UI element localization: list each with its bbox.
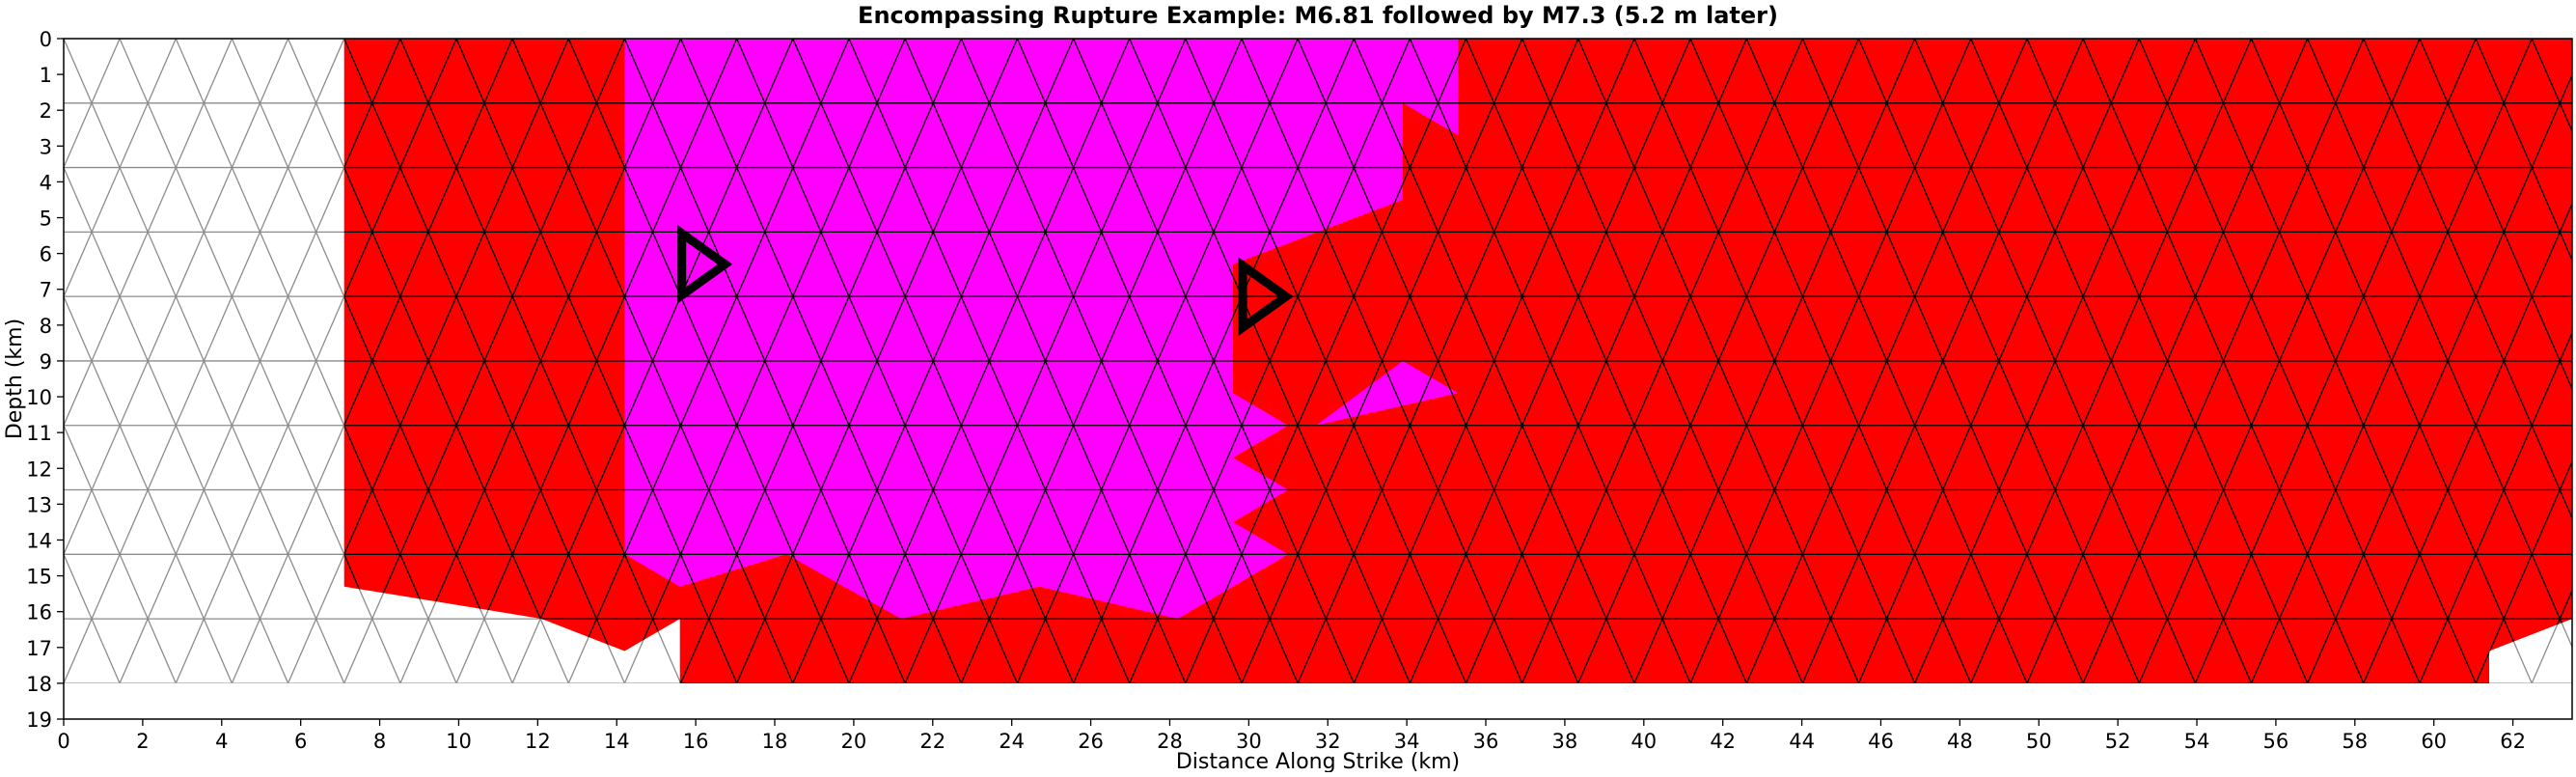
x-tick-label: 4 bbox=[215, 730, 228, 753]
x-tick-label: 24 bbox=[999, 730, 1025, 753]
hypocenter-markers bbox=[677, 225, 1294, 336]
x-tick-label: 52 bbox=[2105, 730, 2131, 753]
y-tick-label: 9 bbox=[40, 350, 52, 374]
y-tick-label: 12 bbox=[26, 458, 52, 481]
y-tick-label: 5 bbox=[40, 208, 52, 231]
x-tick-label: 40 bbox=[1631, 730, 1657, 753]
x-tick-label: 8 bbox=[373, 730, 386, 753]
y-tick-label: 7 bbox=[40, 279, 52, 302]
x-tick-label: 14 bbox=[604, 730, 630, 753]
x-tick-label: 46 bbox=[1868, 730, 1894, 753]
x-tick-label: 44 bbox=[1789, 730, 1815, 753]
x-tick-label: 58 bbox=[2342, 730, 2368, 753]
x-tick-label: 20 bbox=[841, 730, 867, 753]
x-tick-label: 50 bbox=[2026, 730, 2052, 753]
y-tick-label: 6 bbox=[40, 243, 52, 266]
x-tick-label: 56 bbox=[2263, 730, 2289, 753]
x-tick-label: 28 bbox=[1157, 730, 1183, 753]
x-tick-label: 62 bbox=[2500, 730, 2526, 753]
x-tick-label: 36 bbox=[1473, 730, 1499, 753]
x-tick-label: 34 bbox=[1394, 730, 1420, 753]
x-tick-label: 42 bbox=[1710, 730, 1736, 753]
y-tick-label: 10 bbox=[26, 386, 52, 409]
y-tick-label: 15 bbox=[26, 566, 52, 589]
y-tick-label: 13 bbox=[26, 493, 52, 516]
y-tick-label: 14 bbox=[26, 529, 52, 552]
y-tick-label: 3 bbox=[40, 135, 52, 158]
rupture-area-m6-81 bbox=[624, 39, 1459, 620]
x-axis-label: Distance Along Strike (km) bbox=[1176, 750, 1460, 772]
x-tick-label: 22 bbox=[919, 730, 945, 753]
x-tick-label: 2 bbox=[136, 730, 149, 753]
y-tick-label: 17 bbox=[26, 637, 52, 660]
y-tick-label: 16 bbox=[26, 601, 52, 624]
hypocenter-marker-m7-3 bbox=[1238, 257, 1294, 336]
y-tick-label: 18 bbox=[26, 673, 52, 696]
x-tick-label: 6 bbox=[294, 730, 307, 753]
y-tick-label: 0 bbox=[40, 28, 52, 51]
hypocenter-marker-m6-81 bbox=[677, 225, 733, 304]
x-tick-label: 26 bbox=[1078, 730, 1104, 753]
x-tick-label: 60 bbox=[2421, 730, 2447, 753]
x-tick-label: 32 bbox=[1315, 730, 1341, 753]
y-tick-label: 8 bbox=[40, 315, 52, 338]
y-tick-label: 4 bbox=[40, 171, 52, 194]
x-tick-label: 16 bbox=[683, 730, 709, 753]
triangular-mesh bbox=[64, 39, 2572, 683]
y-axis-label: Depth (km) bbox=[3, 319, 27, 439]
x-tick-label: 0 bbox=[57, 730, 69, 753]
x-axis-ticks: 0 2 4 6 8 10 12 14 16 18 20 22 24 26 28 30 32 34 36 38 40 42 4… bbox=[57, 719, 2526, 753]
y-tick-label: 19 bbox=[26, 708, 52, 732]
mesh-ruptured bbox=[343, 39, 2572, 683]
plot-frame bbox=[63, 38, 2573, 720]
x-tick-label: 54 bbox=[2184, 730, 2210, 753]
x-tick-label: 18 bbox=[762, 730, 788, 753]
rupture-patch-m6-81 bbox=[1316, 360, 1459, 426]
mesh-ruptured-lines bbox=[343, 39, 2572, 683]
y-tick-label: 1 bbox=[40, 64, 52, 87]
x-tick-label: 38 bbox=[1552, 730, 1578, 753]
chart-title: Encompassing Rupture Example: M6.81 foll… bbox=[858, 2, 1778, 29]
x-tick-label: 10 bbox=[446, 730, 472, 753]
y-tick-label: 11 bbox=[26, 422, 52, 445]
x-tick-label: 48 bbox=[1947, 730, 1973, 753]
y-tick-label: 2 bbox=[40, 99, 52, 123]
x-tick-label: 12 bbox=[525, 730, 551, 753]
x-tick-label: 30 bbox=[1236, 730, 1262, 753]
